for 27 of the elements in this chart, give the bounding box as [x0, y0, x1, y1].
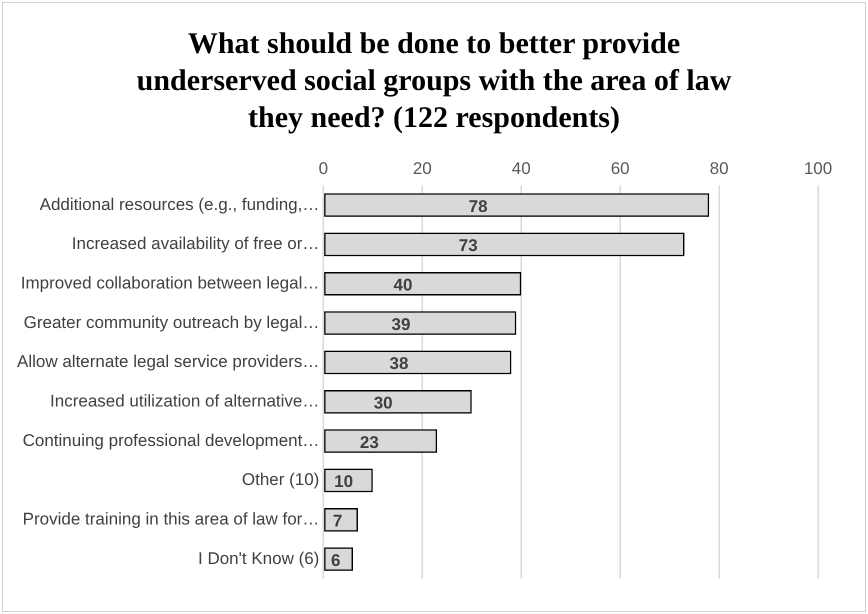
x-tick-label: 20: [412, 158, 432, 178]
data-label: 7: [332, 511, 342, 530]
x-tick-label: 0: [318, 158, 328, 178]
data-label: 78: [468, 196, 488, 216]
x-tick-label: 60: [610, 158, 630, 178]
y-tick-label: Provide training in this area of law for…: [22, 509, 320, 528]
data-label: 39: [392, 314, 410, 334]
y-tick-label: Allow alternate legal service providers…: [16, 352, 320, 372]
x-tick-label: 80: [710, 158, 729, 178]
data-label: 10: [334, 472, 354, 492]
y-tick-label: I Don't Know (6): [198, 548, 320, 568]
y-tick-label: Improved collaboration between legal…: [20, 273, 320, 292]
data-label: 73: [458, 236, 478, 256]
data-label: 40: [393, 275, 412, 294]
data-label: 23: [360, 432, 379, 452]
y-tick-label: Increased utilization of alternative…: [50, 391, 320, 410]
chart-title: What should be done to better provide underserved social groups with the area of law they need? (122 respondents): [136, 26, 732, 136]
x-tick-label: 40: [512, 158, 531, 178]
data-label: 38: [390, 354, 408, 374]
y-tick-label: Increased availability of free or…: [72, 234, 320, 254]
data-label: 6: [330, 550, 340, 570]
y-tick-label: Additional resources (e.g., funding,…: [40, 194, 320, 214]
y-tick-label: Continuing professional development…: [22, 430, 320, 450]
y-tick-label: Greater community outreach by legal…: [24, 312, 320, 332]
data-label: 30: [374, 393, 393, 412]
x-tick-label: 100: [804, 158, 832, 178]
y-tick-label: Other (10): [242, 470, 320, 490]
